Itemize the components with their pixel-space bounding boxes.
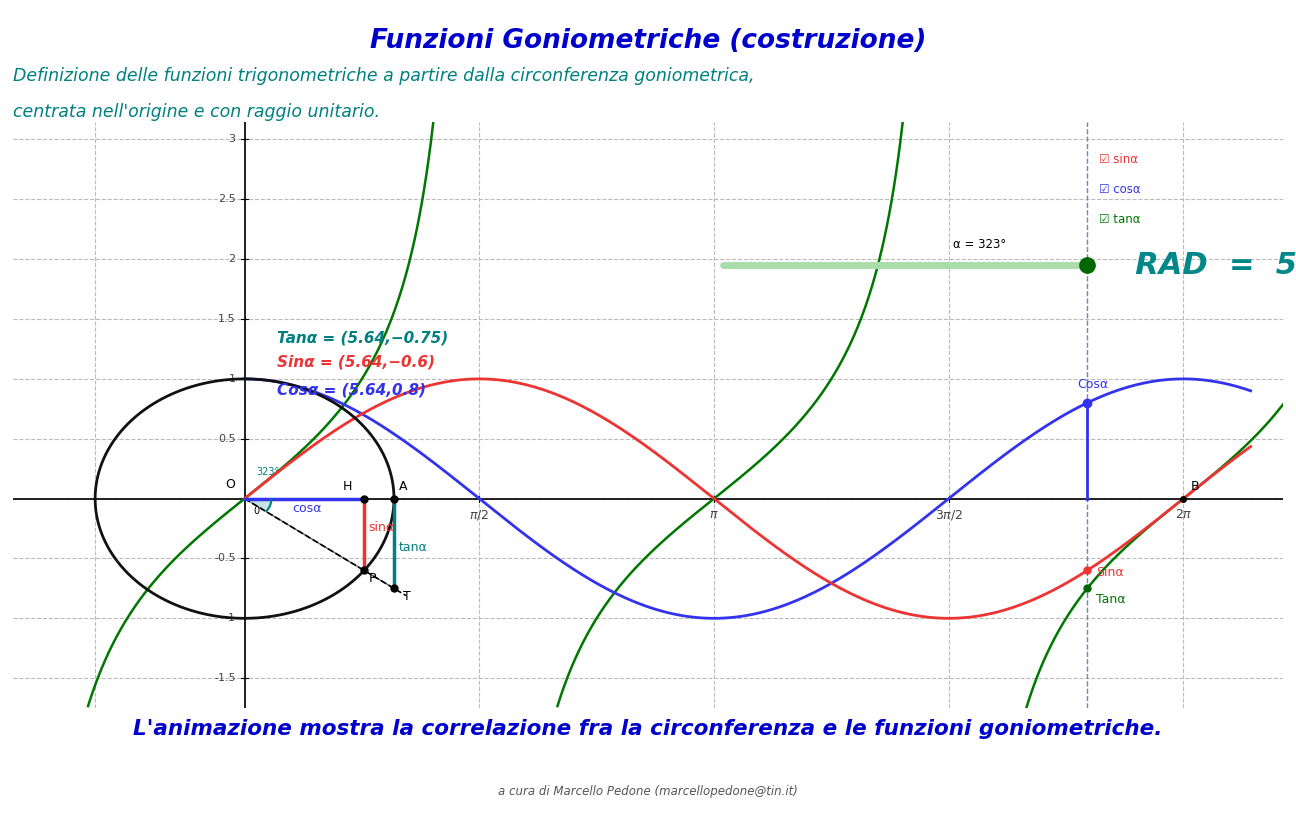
Text: 3: 3 <box>228 134 236 144</box>
Text: H: H <box>343 480 353 494</box>
Text: a cura di Marcello Pedone (marcellopedone@tin.it): a cura di Marcello Pedone (marcellopedon… <box>498 784 798 798</box>
Text: Sinα = (5.64,−0.6): Sinα = (5.64,−0.6) <box>277 355 435 370</box>
Text: $2\pi$: $2\pi$ <box>1174 508 1192 521</box>
Text: Tanα = (5.64,−0.75): Tanα = (5.64,−0.75) <box>277 331 448 346</box>
Text: P: P <box>368 572 376 586</box>
Text: 0.5: 0.5 <box>218 434 236 444</box>
Text: $\pi/2$: $\pi/2$ <box>469 508 489 522</box>
Text: 1.5: 1.5 <box>218 314 236 324</box>
Text: sinα: sinα <box>368 521 395 534</box>
Polygon shape <box>245 499 271 511</box>
Text: cosα: cosα <box>293 502 321 515</box>
Text: ☑ cosα: ☑ cosα <box>1099 184 1140 196</box>
Text: RAD  =  5.64°: RAD = 5.64° <box>1115 251 1296 280</box>
Text: Definizione delle funzioni trigonometriche a partire dalla circonferenza goniome: Definizione delle funzioni trigonometric… <box>13 67 754 85</box>
Text: Tanα: Tanα <box>1096 592 1126 606</box>
Text: centrata nell'origine e con raggio unitario.: centrata nell'origine e con raggio unita… <box>13 103 380 121</box>
Text: Cosα = (5.64,0.8): Cosα = (5.64,0.8) <box>277 382 426 397</box>
Text: -1: -1 <box>224 613 236 623</box>
Text: $\pi$: $\pi$ <box>709 508 719 521</box>
Text: 2: 2 <box>228 254 236 264</box>
Text: -0.5: -0.5 <box>214 553 236 563</box>
Text: α = 323°: α = 323° <box>953 238 1006 251</box>
Text: T: T <box>403 590 411 603</box>
Text: Funzioni Goniometriche (costruzione): Funzioni Goniometriche (costruzione) <box>369 28 927 54</box>
Text: B: B <box>1191 480 1200 494</box>
Text: L'animazione mostra la correlazione fra la circonferenza e le funzioni goniometr: L'animazione mostra la correlazione fra … <box>133 719 1163 739</box>
Text: 1: 1 <box>228 374 236 384</box>
Text: 0: 0 <box>254 506 259 516</box>
Text: ☑ sinα: ☑ sinα <box>1099 153 1138 167</box>
Text: A: A <box>398 480 407 494</box>
Text: Sinα: Sinα <box>1096 566 1124 579</box>
Text: -1.5: -1.5 <box>214 673 236 683</box>
Text: O: O <box>226 478 235 491</box>
Text: 323°: 323° <box>257 467 280 477</box>
Text: $3\pi/2$: $3\pi/2$ <box>934 508 963 522</box>
Text: 2.5: 2.5 <box>218 194 236 204</box>
Text: tanα: tanα <box>398 541 428 554</box>
Text: Cosα: Cosα <box>1077 379 1108 391</box>
Text: ☑ tanα: ☑ tanα <box>1099 213 1140 226</box>
